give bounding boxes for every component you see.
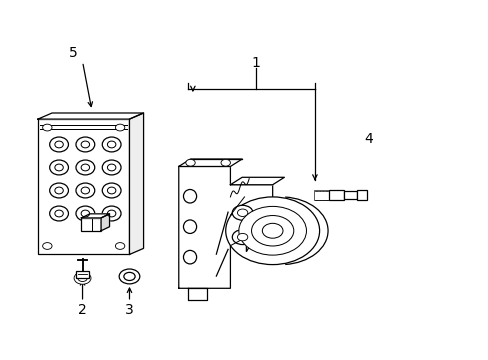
Ellipse shape xyxy=(107,210,116,217)
Ellipse shape xyxy=(50,160,68,175)
Polygon shape xyxy=(179,159,242,166)
Bar xyxy=(344,191,356,199)
Bar xyxy=(328,190,344,200)
Ellipse shape xyxy=(102,137,121,152)
Ellipse shape xyxy=(81,141,89,148)
Polygon shape xyxy=(188,288,206,300)
Ellipse shape xyxy=(76,206,95,221)
Circle shape xyxy=(225,197,319,265)
Text: 3: 3 xyxy=(125,303,134,317)
Ellipse shape xyxy=(183,189,196,203)
Ellipse shape xyxy=(81,210,89,217)
Polygon shape xyxy=(179,166,272,288)
Polygon shape xyxy=(230,177,284,185)
Circle shape xyxy=(262,223,283,238)
Ellipse shape xyxy=(50,183,68,198)
Ellipse shape xyxy=(50,206,68,221)
Bar xyxy=(76,271,88,278)
Ellipse shape xyxy=(183,251,196,264)
Ellipse shape xyxy=(102,183,121,198)
Circle shape xyxy=(78,275,87,282)
Circle shape xyxy=(185,159,195,166)
Ellipse shape xyxy=(107,187,116,194)
Ellipse shape xyxy=(183,220,196,234)
Circle shape xyxy=(42,243,52,249)
Ellipse shape xyxy=(81,164,89,171)
Circle shape xyxy=(115,124,124,131)
Ellipse shape xyxy=(55,187,63,194)
Circle shape xyxy=(42,124,52,131)
Circle shape xyxy=(221,159,230,166)
Ellipse shape xyxy=(107,141,116,148)
Ellipse shape xyxy=(81,187,89,194)
Polygon shape xyxy=(81,214,109,218)
Bar xyxy=(81,218,101,231)
Text: 4: 4 xyxy=(364,132,372,147)
Ellipse shape xyxy=(55,141,63,148)
Polygon shape xyxy=(101,214,109,231)
Ellipse shape xyxy=(76,160,95,175)
Polygon shape xyxy=(246,228,260,252)
Circle shape xyxy=(251,216,293,246)
Text: 1: 1 xyxy=(251,56,260,70)
Text: 5: 5 xyxy=(69,46,78,60)
Circle shape xyxy=(123,273,135,280)
Polygon shape xyxy=(38,113,143,119)
Ellipse shape xyxy=(50,137,68,152)
Ellipse shape xyxy=(102,160,121,175)
Circle shape xyxy=(237,233,247,241)
Circle shape xyxy=(232,230,252,244)
Ellipse shape xyxy=(76,183,95,198)
Bar xyxy=(356,190,367,200)
Circle shape xyxy=(115,243,124,249)
Circle shape xyxy=(74,272,91,284)
Ellipse shape xyxy=(102,206,121,221)
Text: 2: 2 xyxy=(78,303,87,317)
Circle shape xyxy=(238,206,306,255)
Bar xyxy=(38,119,129,255)
Polygon shape xyxy=(129,113,143,255)
Bar xyxy=(313,190,328,200)
Ellipse shape xyxy=(76,137,95,152)
Circle shape xyxy=(237,209,247,216)
Ellipse shape xyxy=(107,164,116,171)
Circle shape xyxy=(119,269,140,284)
Ellipse shape xyxy=(55,164,63,171)
Ellipse shape xyxy=(55,210,63,217)
Circle shape xyxy=(232,205,252,220)
